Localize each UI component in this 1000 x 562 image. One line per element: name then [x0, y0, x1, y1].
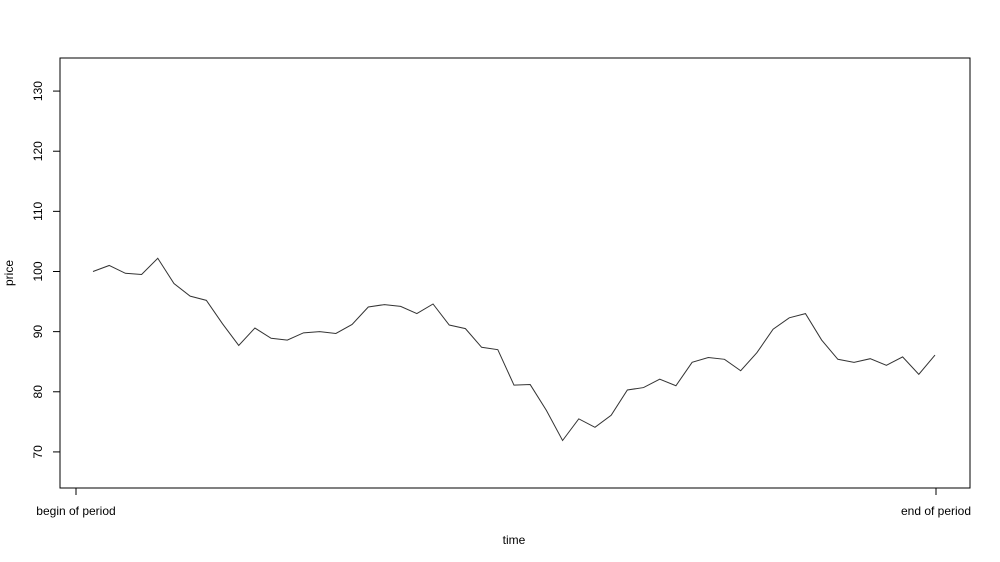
x-tick-label-begin: begin of period	[36, 504, 115, 518]
y-tick-label: 120	[31, 141, 45, 161]
x-axis-title: time	[503, 533, 526, 547]
plot-frame	[59, 57, 971, 489]
y-axis-title: price	[2, 260, 16, 286]
x-tick-label-end: end of period	[901, 504, 971, 518]
y-tick-label: 80	[31, 385, 45, 399]
y-tick-label: 70	[31, 445, 45, 459]
y-axis: 70 80 90 100 110 120 130	[31, 81, 60, 459]
y-tick-label: 110	[31, 201, 45, 220]
x-axis: begin of period end of period	[36, 487, 971, 518]
y-tick-label: 130	[31, 81, 45, 101]
y-tick-label: 90	[31, 325, 45, 339]
y-tick-label: 100	[31, 261, 45, 281]
price-series-line	[92, 257, 936, 442]
